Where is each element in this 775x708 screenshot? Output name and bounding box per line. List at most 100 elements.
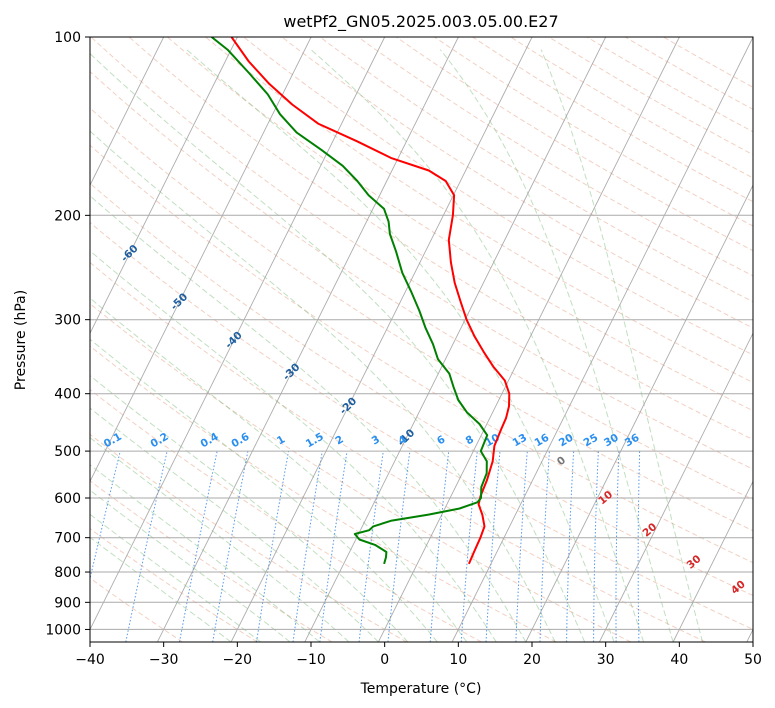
axes-layer: −40 −30 −20 −10 0 10 20 30 40 5010020030040050060… xyxy=(45,30,762,668)
mixing-ratio-line xyxy=(179,451,218,642)
isotherm xyxy=(90,37,238,335)
y-tick-label: 300 xyxy=(54,313,81,329)
dry-adiabat xyxy=(472,37,753,203)
y-tick-label: 800 xyxy=(54,565,81,581)
plot-frame xyxy=(89,36,754,643)
isotherm-label: -20 xyxy=(337,395,359,417)
moist-adiabat-label: 30 xyxy=(685,553,704,572)
y-tick-label: 600 xyxy=(54,491,81,507)
dry-adiabat xyxy=(548,37,753,156)
moist-adiabat xyxy=(90,130,556,642)
mixing-ratio-line xyxy=(387,451,411,642)
x-tick-label: −40 xyxy=(75,652,105,668)
isotherm xyxy=(451,37,753,642)
mixing-ratio-label: 1 xyxy=(275,433,287,447)
x-tick-label: 0 xyxy=(380,652,389,668)
mixing-ratio-label: 0.6 xyxy=(229,431,251,451)
isotherm xyxy=(156,37,459,642)
moist-adiabat xyxy=(90,53,586,642)
dry-adiabat xyxy=(128,37,753,441)
moist-adiabat-label: 40 xyxy=(729,578,748,597)
moist-adiabat xyxy=(186,49,615,642)
mixing-ratio-line xyxy=(256,451,289,642)
dry-adiabat xyxy=(90,261,706,642)
moist-adiabat xyxy=(90,489,291,642)
x-tick-label: −30 xyxy=(149,652,179,668)
dry-adiabat xyxy=(243,37,753,356)
chart-title: wetPf2_GN05.2025.003.05.00.E27 xyxy=(283,12,558,32)
dewpoint-profile xyxy=(210,37,489,565)
mixing-ratio-line xyxy=(212,451,249,642)
isotherm-label: -30 xyxy=(281,361,303,383)
moist-adiabat xyxy=(540,49,704,642)
moist-adiabat-label: 10 xyxy=(596,489,615,508)
moist-adiabat xyxy=(90,297,468,642)
moist-adiabat xyxy=(90,250,497,642)
isotherm xyxy=(598,332,753,642)
mixing-ratio-line xyxy=(319,451,348,642)
isotherm-label: -40 xyxy=(223,329,245,351)
dry-adiabat xyxy=(90,182,753,597)
moist-adiabat xyxy=(90,195,527,642)
moist-adiabat xyxy=(90,513,261,642)
y-tick-label: 1000 xyxy=(45,622,81,638)
dry-adiabat xyxy=(90,37,753,470)
isotherm-labels: -100-90-80-70-60-50-40-30-20-100.10.20.4… xyxy=(90,191,748,597)
mixing-ratio-label: 0.4 xyxy=(199,431,221,451)
isotherm xyxy=(90,37,386,631)
dry-adiabat xyxy=(90,221,753,630)
isotherm xyxy=(525,184,753,642)
dry-adiabat xyxy=(434,37,753,227)
dry-adiabat xyxy=(90,107,753,532)
moist-adiabat xyxy=(90,436,350,642)
dry-adiabat xyxy=(90,433,407,642)
y-axis-title: Pressure (hPa) xyxy=(13,290,29,390)
y-tick-label: 100 xyxy=(54,30,81,46)
dry-adiabat xyxy=(319,37,753,303)
x-tick-label: 20 xyxy=(523,652,541,668)
x-tick-label: 10 xyxy=(449,652,467,668)
mixing-ratio-line xyxy=(125,450,168,642)
dry-adiabat xyxy=(90,528,258,642)
x-tick-label: 50 xyxy=(744,652,762,668)
y-tick-label: 200 xyxy=(54,208,81,224)
mixing-ratio-line xyxy=(460,451,478,642)
mixing-ratio-label: 36 xyxy=(623,432,642,450)
isotherm xyxy=(304,37,607,642)
isotherm xyxy=(90,37,165,187)
y-tick-label: 700 xyxy=(54,531,81,547)
dry-adiabat xyxy=(90,303,632,642)
mixing-ratio-line xyxy=(615,451,620,642)
mixing-ratio-line xyxy=(539,451,550,642)
mixing-ratio-line xyxy=(292,451,323,642)
x-axis-title: Temperature (°C) xyxy=(360,681,482,697)
isotherm xyxy=(672,480,753,642)
grid-layer xyxy=(90,37,753,642)
moist-adiabat xyxy=(90,536,232,642)
dry-adiabat xyxy=(90,480,333,642)
dry-adiabat xyxy=(510,37,753,179)
dry-adiabat xyxy=(205,37,753,384)
mixing-ratio-line xyxy=(637,451,641,642)
moist-adiabat xyxy=(90,338,438,642)
isotherm xyxy=(746,628,753,642)
x-tick-label: 40 xyxy=(670,652,688,668)
moist-adiabat xyxy=(90,374,409,642)
mixing-ratio-line xyxy=(429,451,450,642)
dry-adiabat xyxy=(166,37,753,412)
dry-adiabat xyxy=(90,70,753,501)
dry-adiabat xyxy=(281,37,753,329)
mixing-ratio-label: 0.1 xyxy=(102,431,124,451)
x-tick-label: 30 xyxy=(597,652,615,668)
moist-adiabat-label: 0 xyxy=(555,454,568,468)
x-tick-label: −10 xyxy=(296,652,326,668)
series-layer xyxy=(210,37,511,565)
dry-adiabat xyxy=(396,37,753,252)
mixing-ratio-label: 1.5 xyxy=(304,431,326,451)
isotherm xyxy=(90,37,312,483)
isotherm xyxy=(377,37,680,642)
isotherm xyxy=(230,37,533,642)
y-tick-label: 900 xyxy=(54,595,81,611)
mixing-ratio-label: 30 xyxy=(602,432,621,450)
moist-adiabat xyxy=(310,49,645,642)
